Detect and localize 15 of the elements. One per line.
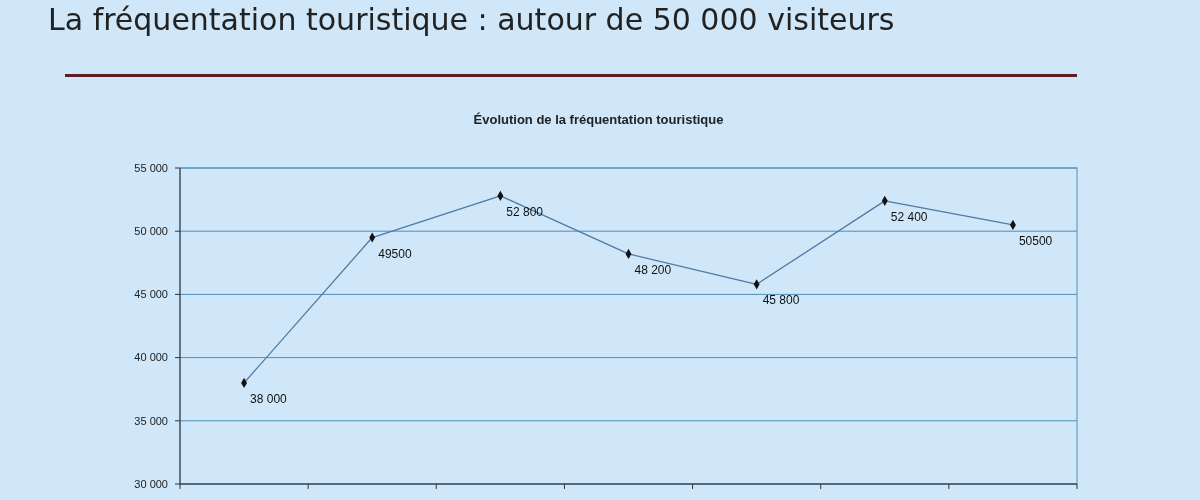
data-label: 50500 xyxy=(1018,233,1053,248)
data-label: 48 200 xyxy=(634,262,672,277)
y-tick-label: 55 000 xyxy=(134,161,168,174)
data-label: 45 800 xyxy=(762,293,800,308)
data-label: 38 000 xyxy=(250,391,288,406)
y-tick-label: 45 000 xyxy=(134,288,168,301)
chart-title: La fréquentation touristique : autour de 50 000 visiteurs xyxy=(48,2,895,37)
data-label: 49500 xyxy=(378,246,412,261)
data-label: 52 400 xyxy=(890,209,928,224)
data-label: 52 800 xyxy=(506,204,544,219)
y-tick-label: 35 000 xyxy=(134,414,168,427)
y-tick-label: 30 000 xyxy=(134,477,168,490)
y-tick-label: 40 000 xyxy=(134,351,168,364)
chart-subtitle: Évolution de la fréquentation touristique xyxy=(473,112,724,127)
y-tick-label: 50 000 xyxy=(134,225,168,238)
